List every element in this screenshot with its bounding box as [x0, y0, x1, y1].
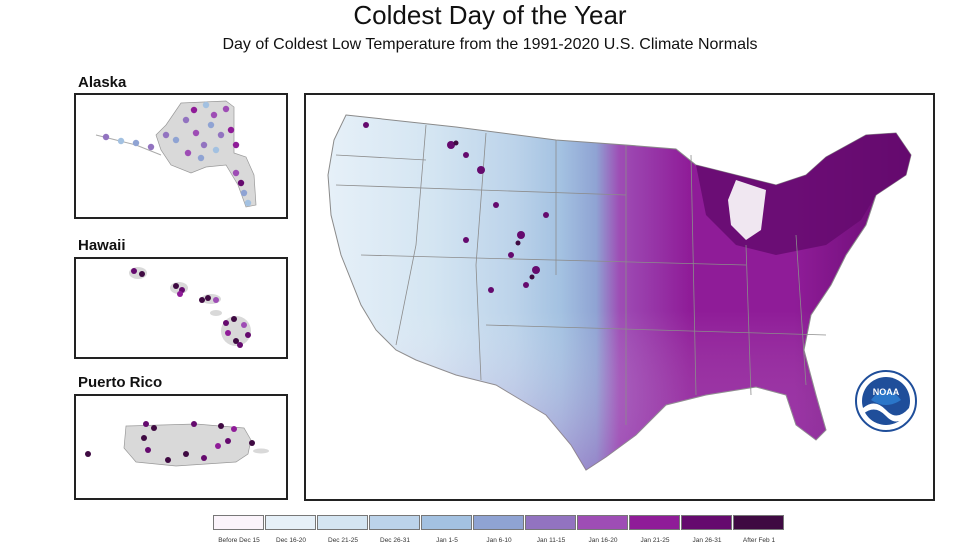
- legend-swatch: [733, 515, 784, 530]
- legend-swatch: [681, 515, 732, 530]
- legend-swatch: [525, 515, 576, 530]
- puerto-rico-label: Puerto Rico: [78, 374, 163, 391]
- legend-swatch: [369, 515, 420, 530]
- legend-label: Jan 16-20: [588, 537, 618, 544]
- legend-label: Jan 21-25: [640, 537, 670, 544]
- hawaii-label: Hawaii: [78, 237, 126, 254]
- legend-swatch: [421, 515, 472, 530]
- map-subtitle: Day of Coldest Low Temperature from the …: [222, 36, 758, 53]
- legend-label: Dec 21-25: [328, 537, 358, 544]
- legend-swatch: [213, 515, 264, 530]
- alaska-inset: [74, 93, 288, 219]
- noaa-logo-icon: NOAA: [855, 370, 917, 432]
- legend-label: Jan 11-15: [536, 537, 566, 544]
- noaa-logo-text: NOAA: [873, 387, 900, 397]
- legend-label: Jan 26-31: [692, 537, 722, 544]
- legend-swatch: [473, 515, 524, 530]
- legend-swatches: [213, 515, 785, 531]
- legend-labels: Before Dec 15 Dec 16-20 Dec 21-25 Dec 26-31…: [213, 537, 785, 544]
- alaska-label: Alaska: [78, 74, 127, 91]
- legend-label: Jan 1-5: [436, 537, 458, 544]
- legend-swatch: [317, 515, 368, 530]
- legend-label: After Feb 1: [742, 537, 776, 544]
- legend-label: Dec 16-20: [276, 537, 306, 544]
- legend-label: Before Dec 15: [218, 537, 260, 544]
- legend-swatch: [629, 515, 680, 530]
- legend-label: Jan 6-10: [486, 537, 512, 544]
- legend-swatch: [265, 515, 316, 530]
- conus-map: [304, 93, 935, 501]
- puerto-rico-inset: [74, 394, 288, 500]
- hawaii-inset: [74, 257, 288, 359]
- legend-label: Dec 26-31: [380, 537, 410, 544]
- map-title: Coldest Day of the Year: [353, 0, 627, 30]
- legend-swatch: [577, 515, 628, 530]
